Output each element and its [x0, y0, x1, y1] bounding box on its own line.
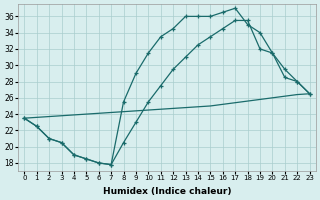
X-axis label: Humidex (Indice chaleur): Humidex (Indice chaleur)	[103, 187, 231, 196]
